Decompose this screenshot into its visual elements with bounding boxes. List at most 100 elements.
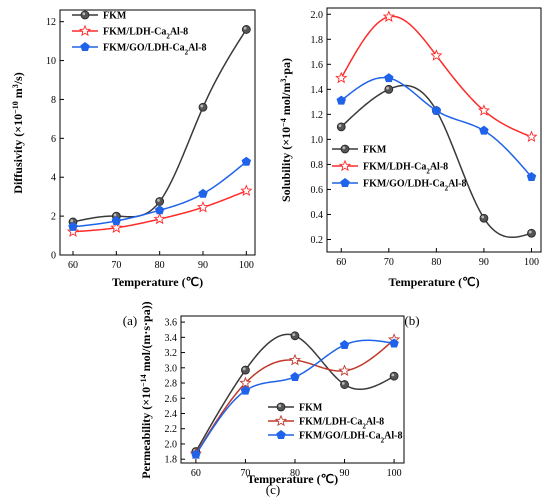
legend-label: FKM/LDH-Ca2Al-8 xyxy=(299,417,384,431)
x-axis-title: Temperature (℃) xyxy=(247,472,338,486)
x-tick-label: 100 xyxy=(387,468,402,479)
y-axis-title: Diffusivity (×10−10 m3/s) xyxy=(11,72,26,193)
x-tick-label: 60 xyxy=(191,468,201,479)
data-point-highlight xyxy=(481,215,485,219)
y-tick-label: 2.0 xyxy=(311,10,324,21)
legend-marker-highlight xyxy=(342,146,346,150)
data-point xyxy=(198,188,208,198)
legend-marker xyxy=(340,144,350,154)
x-tick-label: 70 xyxy=(240,468,250,479)
y-tick-label: 8 xyxy=(51,95,56,106)
data-point xyxy=(240,184,253,197)
panel-c-chart: 60 70 80 90 100 1.8 2.0 2.2 2.4 2.6 2.8 3.0 3.2 3.4 3.… xyxy=(139,301,405,497)
x-tick-label: 60 xyxy=(68,260,78,271)
data-point-highlight xyxy=(391,373,395,377)
legend-label: FKM/GO/LDH-Ca2Al-8 xyxy=(103,43,207,57)
data-point xyxy=(290,371,300,381)
legend-label: FKM xyxy=(363,145,387,156)
data-point xyxy=(382,10,395,22)
data-point xyxy=(191,449,201,459)
y-tick-label: 2.6 xyxy=(165,394,178,405)
data-point xyxy=(431,105,442,115)
data-point xyxy=(68,221,78,231)
data-point xyxy=(154,205,165,215)
data-point xyxy=(430,49,443,61)
y-tick-label: 0.8 xyxy=(311,160,324,171)
data-point xyxy=(110,221,123,233)
y-tick-label: 2.4 xyxy=(165,409,178,420)
data-point-highlight xyxy=(243,26,247,30)
panel-label: (c) xyxy=(266,482,280,497)
x-tick-label: 60 xyxy=(336,257,346,268)
x-tick-label: 90 xyxy=(198,260,208,271)
y-tick-label: 1.8 xyxy=(311,35,324,46)
legend-marker xyxy=(338,159,352,172)
legend-label: FKM/LDH-Ca2Al-8 xyxy=(363,162,448,176)
data-point xyxy=(241,156,252,166)
x-tick-label: 80 xyxy=(290,468,300,479)
x-axis-title: Temperature (℃) xyxy=(112,275,203,289)
data-point xyxy=(527,228,536,238)
y-tick-label: 3.0 xyxy=(165,363,178,374)
plot-frame xyxy=(326,7,542,253)
x-tick-label: 90 xyxy=(479,257,489,268)
y-tick-label: 0 xyxy=(51,251,56,262)
y-axis-title: Solubility (×10−4 mol/m3·pa) xyxy=(279,58,294,202)
x-tick-label: 70 xyxy=(111,260,121,271)
data-point xyxy=(198,102,208,112)
y-tick-label: 2.2 xyxy=(165,424,178,435)
y-tick-label: 1.8 xyxy=(165,455,178,466)
data-point xyxy=(384,84,394,94)
y-tick-label: 12 xyxy=(46,17,56,28)
data-point xyxy=(338,364,351,377)
panel-label: (b) xyxy=(404,313,419,328)
legend-marker xyxy=(276,430,286,440)
y-tick-label: 3.6 xyxy=(165,318,178,329)
data-point xyxy=(196,200,210,213)
legend-label: FKM xyxy=(103,11,127,22)
series-line-0 xyxy=(72,29,247,223)
data-point-highlight xyxy=(200,104,204,108)
y-tick-label: 1.2 xyxy=(311,110,324,121)
data-point-highlight xyxy=(292,333,296,337)
legend-marker xyxy=(276,402,286,412)
x-tick-label: 80 xyxy=(155,260,165,271)
data-point-highlight xyxy=(341,381,345,385)
data-point xyxy=(111,215,122,225)
data-point xyxy=(241,365,250,375)
data-point-highlight xyxy=(528,230,532,234)
data-point xyxy=(340,380,349,389)
data-point xyxy=(525,130,538,143)
data-point xyxy=(389,338,399,348)
legend-marker xyxy=(80,10,90,20)
data-point xyxy=(290,331,300,341)
y-tick-label: 4 xyxy=(51,173,56,184)
x-tick-label: 90 xyxy=(340,468,350,479)
data-point xyxy=(288,353,302,366)
data-point xyxy=(339,339,350,349)
y-tick-label: 1.6 xyxy=(311,60,324,71)
data-point-highlight xyxy=(157,198,160,202)
y-tick-label: 6 xyxy=(51,134,56,145)
y-tick-label: 0.4 xyxy=(311,210,324,221)
y-tick-label: 1.0 xyxy=(311,135,324,146)
data-point xyxy=(240,385,251,395)
legend-marker xyxy=(78,24,92,37)
y-axis-title: Permeability (×10−14 mol/(m·s·pa)) xyxy=(139,301,154,478)
y-tick-label: 0.2 xyxy=(311,235,324,246)
y-tick-label: 2.8 xyxy=(165,379,178,390)
series-line-1 xyxy=(340,15,532,138)
data-point xyxy=(335,71,348,84)
data-point xyxy=(155,197,165,206)
legend-marker xyxy=(274,414,288,427)
data-point xyxy=(479,213,489,223)
data-point-highlight xyxy=(113,213,117,217)
y-tick-label: 1.4 xyxy=(311,85,324,96)
data-point xyxy=(153,212,166,225)
y-tick-label: 2 xyxy=(51,212,56,223)
legend-label: FKM/LDH-Ca2Al-8 xyxy=(103,27,188,41)
data-point-highlight xyxy=(338,124,342,128)
data-point xyxy=(384,73,394,83)
data-point-highlight xyxy=(70,219,74,223)
